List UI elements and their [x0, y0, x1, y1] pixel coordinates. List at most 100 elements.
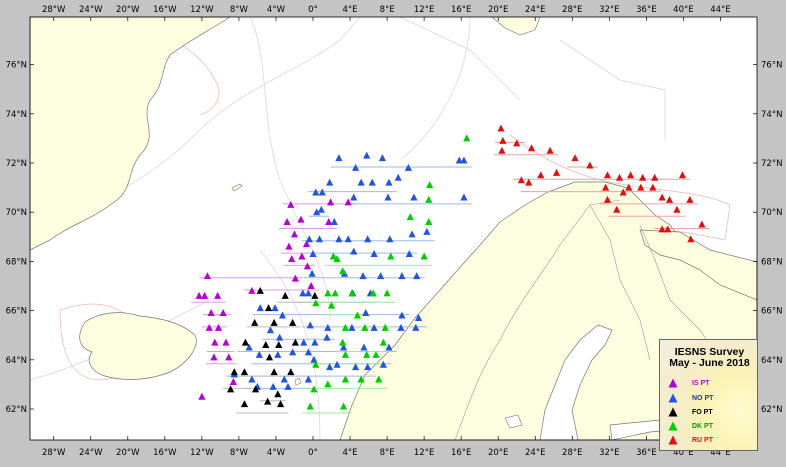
station-marker [278, 311, 287, 319]
station-marker [339, 267, 347, 275]
station-marker [384, 193, 392, 201]
lon-tick-label: 24°E [525, 448, 545, 458]
lon-tick-label: 12°W [190, 5, 214, 15]
lat-labels-left: 62°N 64°N 66°N 68°N 70°N 72°N 74°N 76°N [6, 61, 34, 415]
station-marker [362, 309, 370, 317]
station-marker [351, 363, 360, 371]
station-marker [426, 181, 434, 189]
station-marker [274, 390, 282, 398]
station-marker [323, 333, 331, 341]
legend-label: IS PT [692, 379, 710, 387]
station-marker [602, 183, 610, 191]
station-marker [312, 188, 320, 196]
lat-tick-label: 66°N [761, 307, 782, 317]
station-marker [219, 309, 227, 317]
lon-tick-label: 36°E [636, 5, 656, 15]
lon-tick-label: 4°E [343, 5, 358, 15]
station-marker [364, 235, 372, 243]
station-marker [497, 124, 505, 132]
lat-tick-label: 68°N [761, 257, 782, 267]
lon-tick-label: 4°W [267, 5, 286, 15]
station-marker [288, 254, 296, 262]
station-marker [698, 220, 706, 228]
station-marker [313, 208, 321, 216]
station-marker [361, 323, 369, 331]
station-marker [306, 321, 314, 329]
lon-tick-label: 20°E [488, 448, 508, 458]
station-marker [291, 338, 300, 346]
lon-tick-label: 8°W [230, 448, 249, 458]
lake [504, 414, 523, 429]
station-marker [651, 173, 659, 181]
triangle-icon [668, 378, 678, 388]
lat-tick-label: 72°N [6, 159, 27, 169]
station-marker [625, 183, 633, 191]
station-marker [383, 289, 391, 297]
lon-tick-label: 16°E [451, 448, 471, 458]
station-marker [297, 215, 305, 223]
lon-tick-label: 20°W [116, 5, 140, 15]
station-marker [326, 198, 335, 206]
station-marker [527, 144, 536, 152]
station-markers [195, 124, 706, 410]
station-marker [552, 168, 561, 176]
station-marker [525, 178, 533, 186]
station-marker [291, 274, 300, 282]
station-marker [225, 353, 233, 361]
station-marker [341, 323, 350, 331]
station-marker [571, 154, 579, 162]
station-marker [376, 272, 385, 280]
station-marker [276, 333, 284, 341]
station-marker [369, 289, 377, 297]
station-marker [410, 193, 418, 201]
station-marker [270, 368, 278, 376]
station-marker [304, 289, 312, 297]
legend-title: IESNS Survey [674, 346, 745, 358]
station-marker [299, 289, 307, 297]
station-marker [298, 252, 306, 260]
station-marker [287, 368, 295, 376]
lat-tick-label: 64°N [6, 356, 27, 366]
lon-tick-label: 4°E [343, 448, 358, 458]
station-marker [241, 338, 250, 346]
station-marker [308, 269, 316, 277]
station-marker [327, 301, 336, 309]
station-marker [318, 188, 326, 196]
station-marker [269, 382, 277, 390]
station-marker [315, 235, 324, 243]
survey-tracks [191, 141, 710, 414]
station-marker [344, 235, 352, 243]
station-marker [420, 252, 428, 260]
lat-tick-label: 76°N [6, 61, 27, 71]
station-marker [229, 377, 237, 385]
station-marker [357, 375, 365, 383]
station-marker [333, 254, 341, 262]
station-marker [210, 353, 218, 361]
station-marker [649, 183, 657, 191]
lon-tick-label: 32°E [599, 5, 619, 15]
lon-tick-label: 0° [308, 448, 318, 458]
station-marker [326, 178, 334, 186]
station-marker [350, 193, 358, 201]
station-marker [406, 213, 414, 221]
lat-tick-label: 74°N [6, 110, 27, 120]
station-marker [414, 313, 423, 321]
station-marker [370, 323, 378, 331]
station-marker [289, 348, 297, 356]
lon-labels-bottom: 28°W 24°W 20°W 16°W 12°W 8°W 4°W 0° 4°E 8°E 12°E 16… [42, 436, 731, 458]
station-marker [312, 299, 320, 307]
kola-peninsula [639, 229, 758, 301]
station-marker [658, 193, 666, 201]
station-marker [348, 323, 356, 331]
station-marker [271, 304, 279, 312]
lon-tick-label: 4°W [267, 448, 286, 458]
lat-tick-label: 66°N [6, 307, 27, 317]
station-marker [603, 195, 612, 203]
station-marker [460, 156, 468, 164]
lon-tick-label: 24°E [525, 5, 545, 15]
station-marker [658, 225, 666, 233]
lat-tick-label: 72°N [761, 159, 782, 169]
legend-label: RU PT [692, 436, 713, 444]
lon-tick-label: 40°E [673, 448, 693, 458]
